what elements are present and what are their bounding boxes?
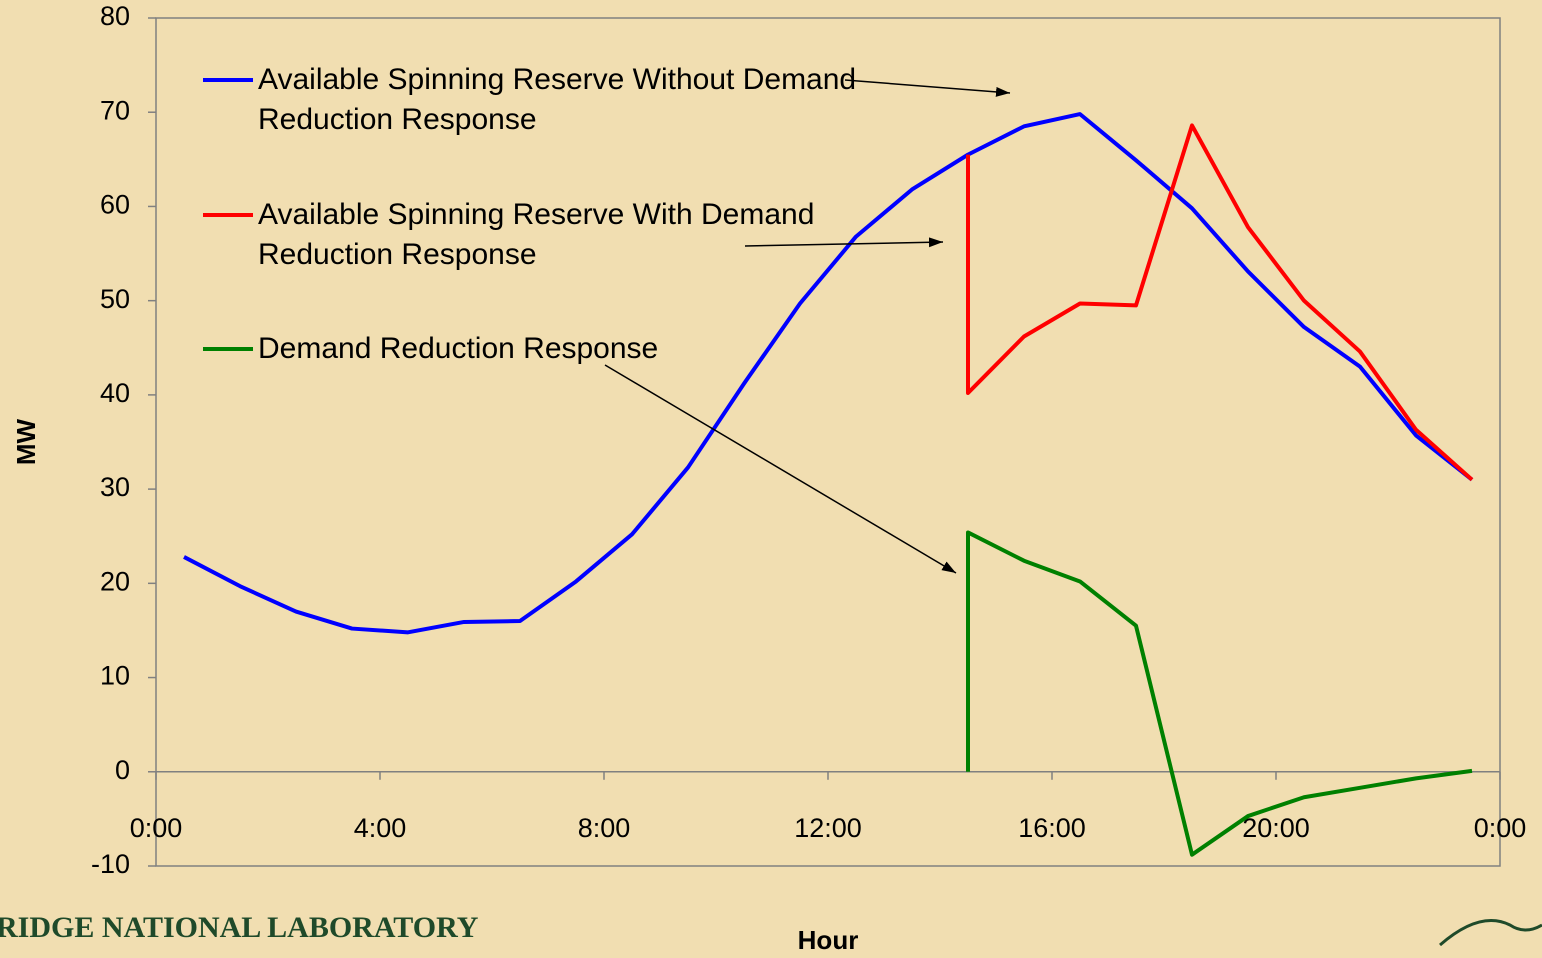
y-tick-label: 0: [115, 755, 130, 785]
legend-label: Demand Reduction Response: [258, 332, 659, 365]
y-tick-label: 30: [100, 472, 130, 502]
x-tick-label: 16:00: [1018, 813, 1086, 843]
footer: RIDGE NATIONAL LABORATORY: [0, 911, 479, 944]
y-tick-label: 70: [100, 95, 130, 125]
y-tick-label: 50: [100, 284, 130, 314]
x-tick-label: 12:00: [794, 813, 862, 843]
y-tick-label: 20: [100, 566, 130, 596]
y-tick-label: 40: [100, 378, 130, 408]
y-tick-label: 80: [100, 1, 130, 31]
annotation-arrow: [844, 79, 1011, 97]
annotation-arrow: [604, 364, 957, 574]
x-tick-label: 8:00: [578, 813, 631, 843]
plot-area: [155, 17, 1501, 867]
x-tick-label: 0:00: [130, 813, 183, 843]
x-tick-label: 4:00: [354, 813, 407, 843]
x-axis-label: Hour: [798, 925, 859, 955]
y-axis-label: MW: [11, 418, 41, 465]
logo: [1439, 919, 1542, 947]
x-tick-label: 0:00: [1474, 813, 1527, 843]
series-line: [966, 123, 1474, 482]
legend-label: Available Spinning Reserve Without Deman…: [258, 63, 857, 136]
x-tick-label: 20:00: [1242, 813, 1310, 843]
y-tick-label: -10: [91, 849, 130, 879]
y-tick-label: 60: [100, 190, 130, 220]
annotation-arrow: [744, 237, 944, 248]
legend-label: Available Spinning Reserve With Demand R…: [258, 198, 815, 271]
series-line: [183, 112, 1474, 635]
series-line: [966, 530, 1473, 857]
y-tick-label: 10: [100, 661, 130, 691]
